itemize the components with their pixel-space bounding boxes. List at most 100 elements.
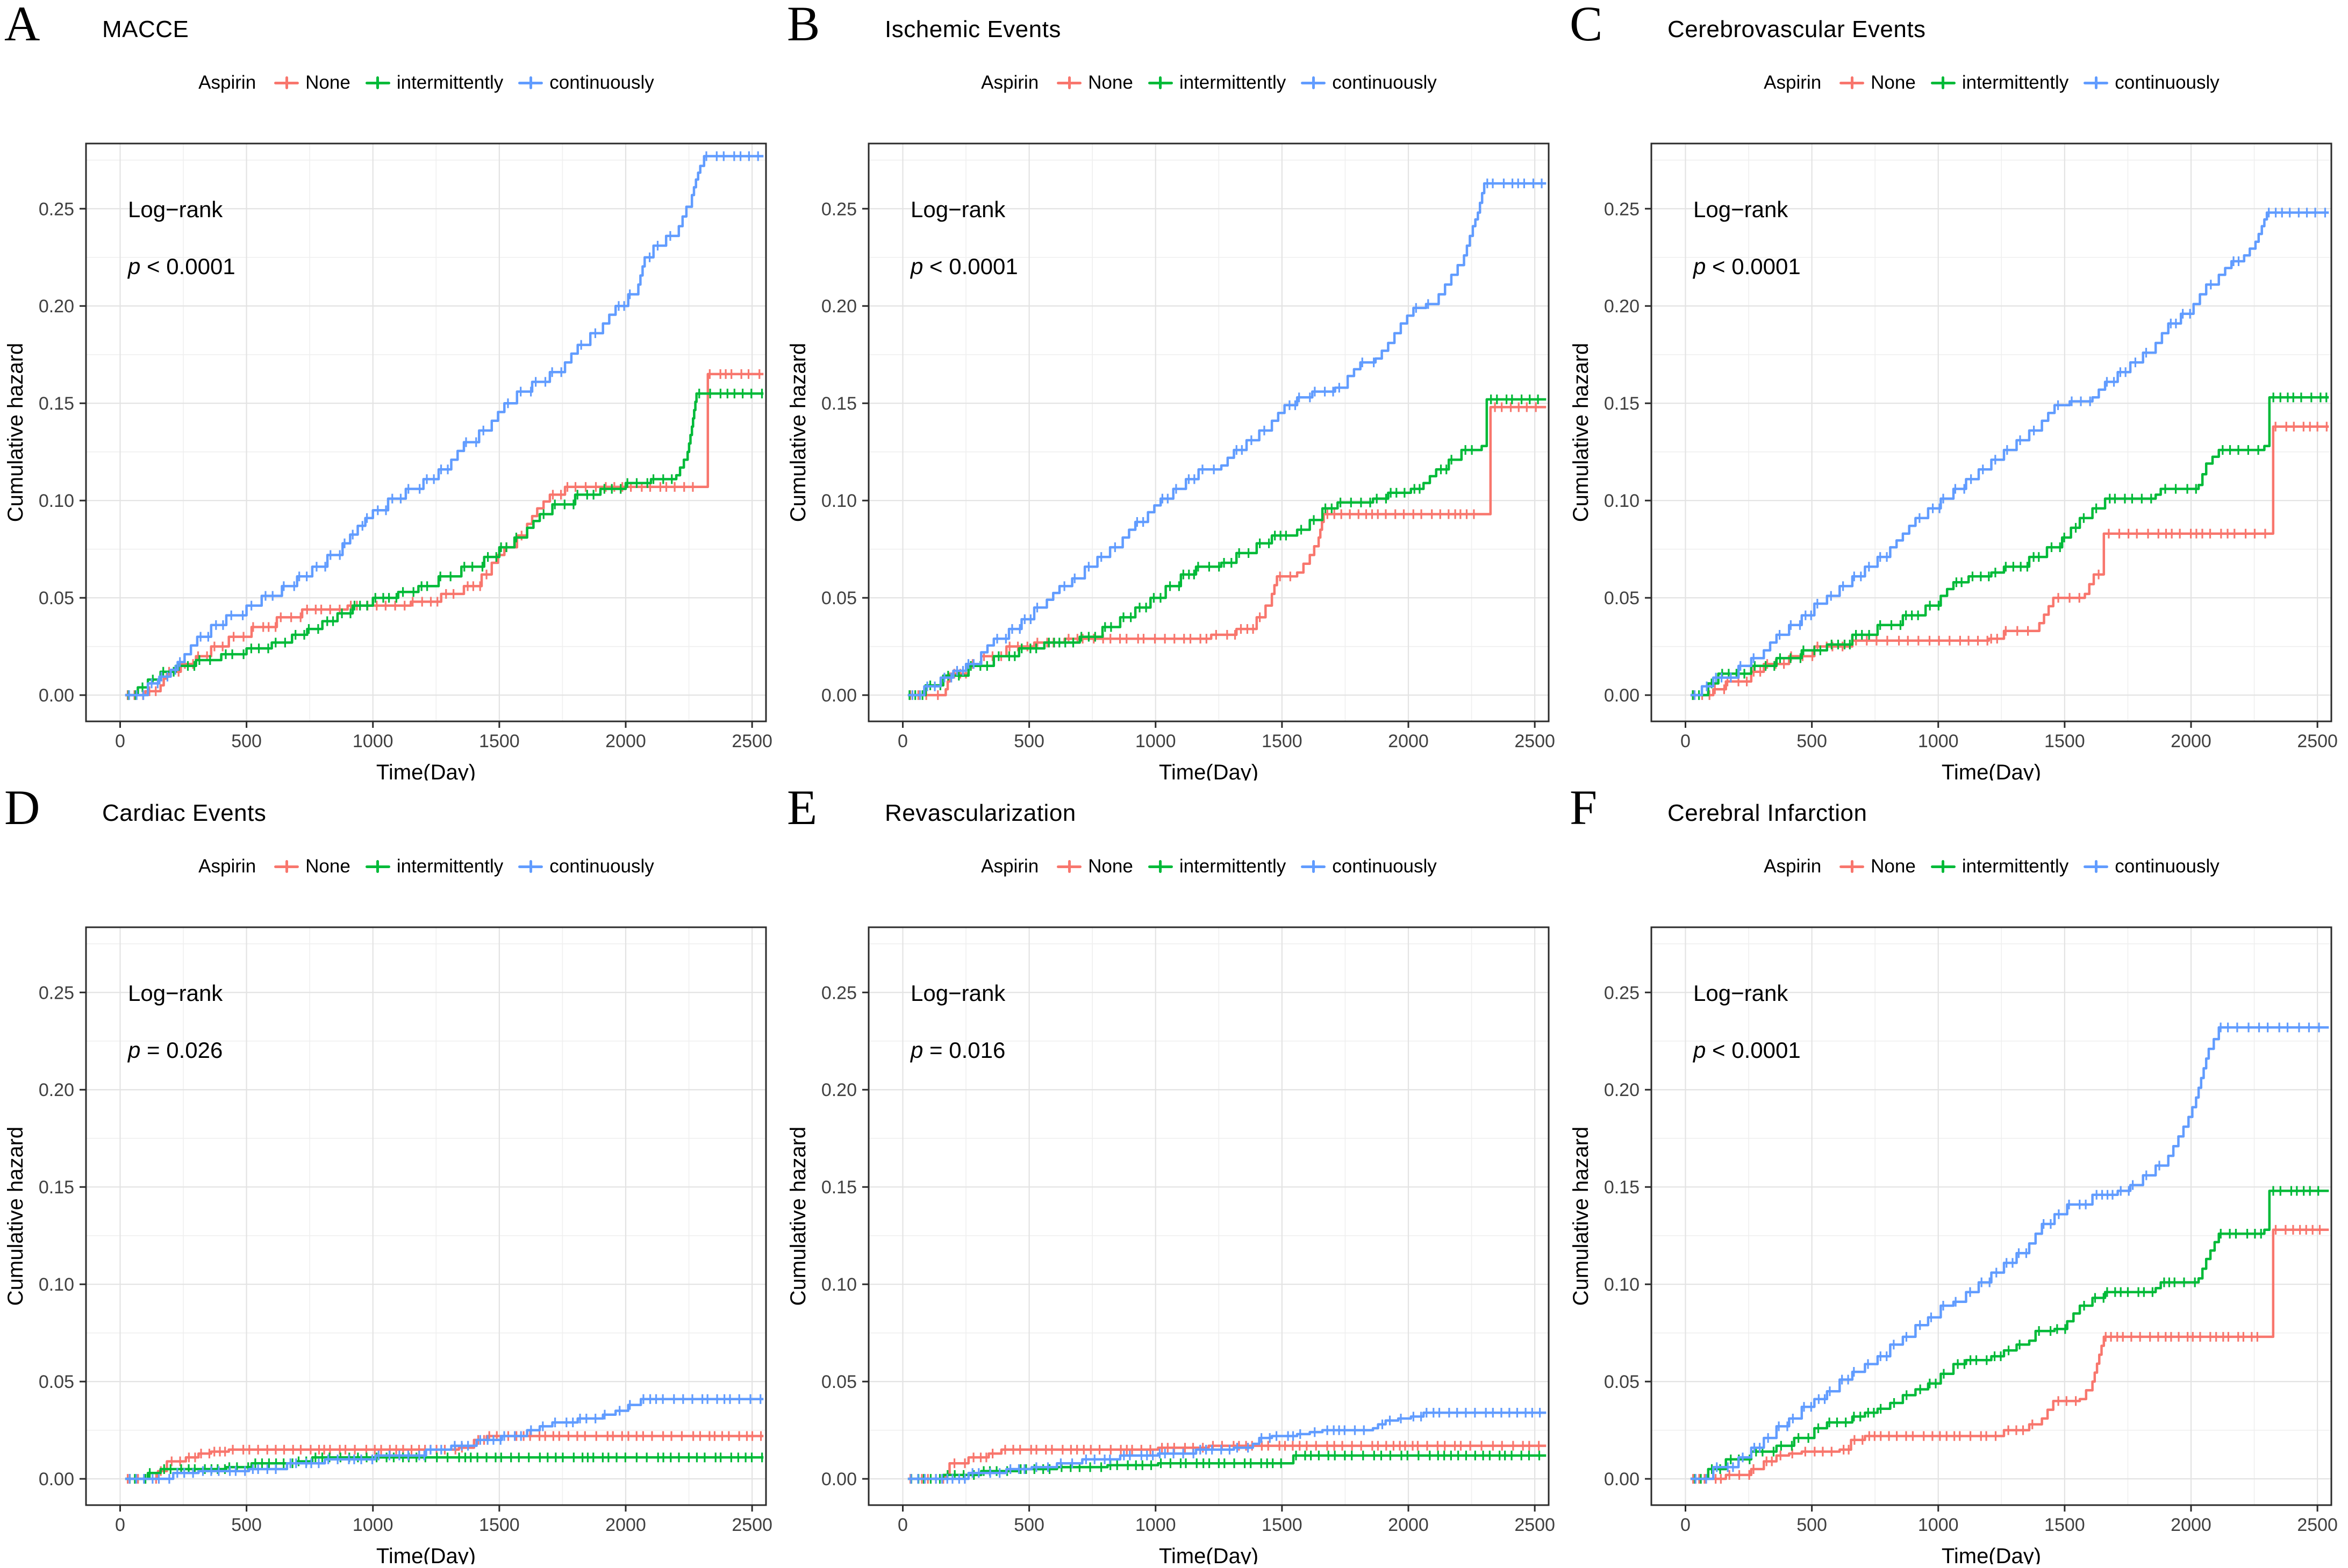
x-axis-title: Time(Day) [1942,761,2041,781]
series-None [1690,421,2329,700]
panel-letter-f: F [1570,780,1598,835]
panel-letter-c: C [1570,0,1603,51]
series-None [125,369,764,700]
panel-letter-b: B [787,0,820,51]
cumulative-hazard-chart-ischemic: 0 500 1000 1500 2000 2500 0.00 0.05 0.10 0.15 0.20… [786,142,1555,781]
tick-labels: 0 500 1000 1500 2000 2500 0.00 0.05 0.10 0.15 0.20… [39,983,772,1535]
x-axis-title: Time(Day) [1942,1544,2041,1564]
svg-text:0.00: 0.00 [1604,685,1640,706]
x-axis-title: Time(Day) [376,1544,476,1564]
legend-key-plus-icon [274,859,299,874]
tick-labels: 0 500 1000 1500 2000 2500 0.00 0.05 0.10 0.15 0.20… [1604,199,2338,751]
svg-text:0.10: 0.10 [1604,491,1640,511]
legend-item-intermittently: intermittently [1930,72,2069,94]
axis-ticks [862,991,1536,1512]
svg-text:2500: 2500 [732,731,772,751]
axis-ticks [1645,991,2318,1512]
cumulative-hazard-chart-cerebral-infarction: 0 500 1000 1500 2000 2500 0.00 0.05 0.10 0.15 0.20… [1569,926,2338,1564]
legend-item-continuously: continuously [2084,856,2220,877]
svg-text:0.25: 0.25 [1604,983,1640,1003]
legend-item-label: None [1088,72,1133,93]
svg-text:2000: 2000 [1388,731,1429,751]
legend-key-plus-icon [2084,75,2109,90]
legend-key-plus-icon [1057,859,1082,874]
legend: Aspirin None intermittently continuously [86,856,767,877]
logrank-annotation: Log−rank [1693,197,1788,222]
svg-text:0.20: 0.20 [39,1080,74,1100]
panel-f-cerebral-infarction: F Cerebral Infarction Aspirin None inter… [1565,780,2348,1567]
svg-text:0.10: 0.10 [39,491,74,511]
axis-ticks [80,991,753,1512]
legend-item-label: continuously [549,856,654,877]
panel-title-cerebral-infarction: Cerebral Infarction [1667,800,1867,826]
legend-item-none: None [274,72,350,94]
svg-text:0.00: 0.00 [1604,1469,1640,1490]
svg-text:0: 0 [898,1515,908,1535]
svg-text:500: 500 [1796,731,1827,751]
svg-text:0.15: 0.15 [821,1177,857,1198]
series-None [1690,1225,2329,1484]
p-value-annotation: p < 0.0001 [127,254,235,279]
svg-text:0.05: 0.05 [1604,1372,1640,1392]
legend-item-label: continuously [549,72,654,93]
legend-item-label: intermittently [396,72,504,93]
legend-key-plus-icon [1057,75,1082,90]
svg-text:500: 500 [231,731,262,751]
svg-text:0.00: 0.00 [39,1469,74,1490]
legend-item-label: intermittently [1179,856,1286,877]
legend-item-label: continuously [2115,856,2220,877]
cumulative-hazard-chart-cerebrovascular: 0 500 1000 1500 2000 2500 0.00 0.05 0.10 0.15 0.20… [1569,142,2338,781]
series-intermittently [907,394,1547,700]
legend-item-label: intermittently [1962,72,2069,93]
gridlines [1651,927,2331,1505]
plot-area: 0 500 1000 1500 2000 2500 0.00 0.05 0.10 0.15 0.20… [4,926,772,1564]
svg-text:0.00: 0.00 [821,1469,857,1490]
series-continuously [125,151,764,700]
x-axis-title: Time(Day) [376,761,476,781]
svg-text:2500: 2500 [1514,731,1555,751]
legend-item-label: continuously [1332,72,1437,93]
svg-text:0.25: 0.25 [39,983,74,1003]
legend-item-label: continuously [2115,72,2220,93]
svg-text:0.20: 0.20 [821,1080,857,1100]
legend-item-none: None [274,856,350,877]
legend-key-plus-icon [365,75,390,90]
plot-area: 0 500 1000 1500 2000 2500 0.00 0.05 0.10 0.15 0.20… [4,142,772,781]
legend-key-plus-icon [274,75,299,90]
svg-text:0.05: 0.05 [39,1372,74,1392]
svg-text:1500: 1500 [2044,1515,2085,1535]
legend-item-label: None [1088,856,1133,877]
series-continuously [1690,1022,2329,1484]
legend-key-plus-icon [518,75,543,90]
svg-text:0.15: 0.15 [821,393,857,414]
svg-text:0: 0 [115,1515,125,1535]
svg-text:0.00: 0.00 [39,685,74,706]
logrank-annotation: Log−rank [1693,980,1788,1006]
svg-text:1500: 1500 [2044,731,2085,751]
plot-area: 0 500 1000 1500 2000 2500 0.00 0.05 0.10 0.15 0.20… [1569,142,2338,781]
panel-title-ischemic-events: Ischemic Events [885,16,1061,42]
svg-text:0.05: 0.05 [1604,588,1640,608]
legend-item-label: intermittently [1962,856,2069,877]
plot-area: 0 500 1000 1500 2000 2500 0.00 0.05 0.10 0.15 0.20… [1569,926,2338,1564]
svg-text:0: 0 [898,731,908,751]
legend: Aspirin None intermittently continuously [869,856,1549,877]
logrank-annotation: Log−rank [128,980,223,1006]
legend-key-plus-icon [1839,859,1865,874]
legend: Aspirin None intermittently continuously [1651,72,2332,94]
gridlines [86,927,766,1505]
tick-labels: 0 500 1000 1500 2000 2500 0.00 0.05 0.10 0.15 0.20… [821,199,1555,751]
p-value-annotation: p < 0.0001 [910,254,1018,279]
panel-e-revascularization: E Revascularization Aspirin None intermi… [783,780,1565,1567]
svg-text:2000: 2000 [605,731,646,751]
series-continuously [907,178,1547,700]
logrank-annotation: Log−rank [911,197,1006,222]
legend-item-none: None [1839,856,1916,877]
svg-text:0.25: 0.25 [1604,199,1640,219]
svg-text:500: 500 [1796,1515,1827,1535]
svg-text:0: 0 [1680,731,1691,751]
svg-text:0.15: 0.15 [39,1177,74,1198]
legend-item-label: intermittently [396,856,504,877]
svg-text:2000: 2000 [2171,731,2211,751]
legend-key-plus-icon [518,859,543,874]
